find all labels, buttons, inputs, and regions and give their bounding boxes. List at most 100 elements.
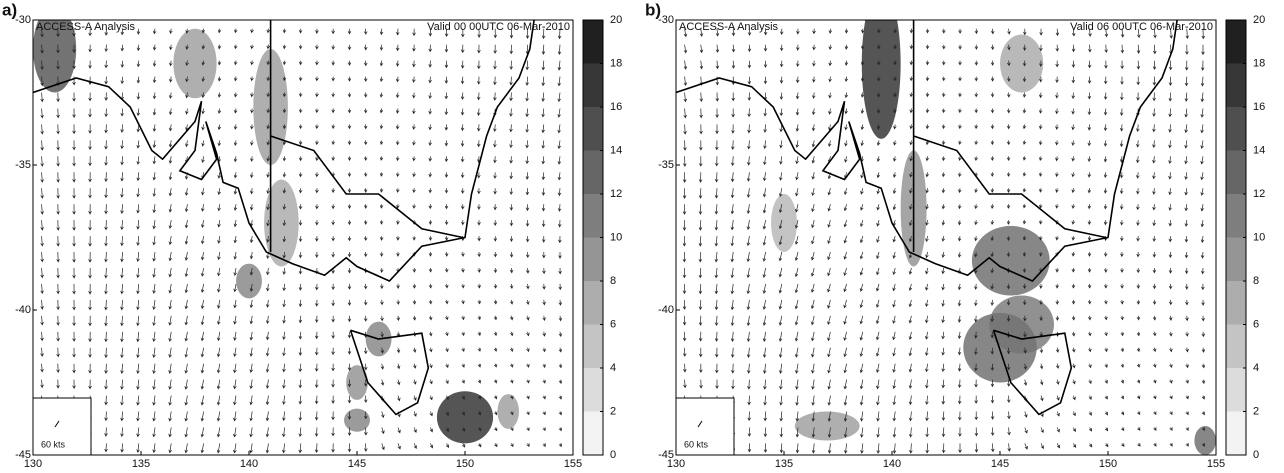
colorbar-band	[1226, 194, 1246, 238]
coastline	[913, 135, 1106, 239]
y-tick-label: -45	[658, 449, 674, 461]
y-tick-label: -40	[658, 304, 674, 316]
colorbar-tick-label: 0	[610, 449, 616, 461]
x-tick-label: 155	[564, 458, 582, 470]
colorbar-band	[1226, 20, 1246, 64]
colorbar-tick-label: 10	[1253, 231, 1265, 243]
x-tick-label: 135	[775, 458, 793, 470]
colorbar-tick-label: 14	[1253, 144, 1265, 156]
y-tick-label: -45	[15, 449, 31, 461]
x-tick-label: 130	[667, 458, 685, 470]
colorbar-band	[583, 281, 603, 325]
panel-label: a)	[2, 0, 17, 19]
rain-area	[497, 394, 519, 429]
map	[33, 20, 573, 455]
colorbar-tick-label: 14	[610, 144, 622, 156]
rain-area	[1194, 426, 1216, 455]
colorbar-tick-label: 20	[610, 14, 622, 26]
colorbar-tick-label: 8	[1253, 275, 1259, 287]
colorbar-tick-label: 8	[610, 275, 616, 287]
colorbar-band	[1226, 237, 1246, 281]
rain-area	[1000, 34, 1044, 93]
y-tick-label: -40	[15, 304, 31, 316]
rain-area	[861, 20, 901, 139]
rain-area	[236, 263, 262, 299]
scale-box	[32, 397, 92, 456]
colorbar-band	[583, 237, 603, 281]
colorbar-tick-label: 4	[1253, 362, 1259, 374]
colorbar-tick-label: 10	[610, 231, 622, 243]
map-bg	[676, 20, 1216, 455]
rain-area	[436, 391, 494, 444]
colorbar-band	[1226, 281, 1246, 325]
colorbar-band	[1226, 107, 1246, 151]
colorbar-band	[1226, 63, 1246, 107]
x-tick-label: 135	[132, 458, 150, 470]
rain-area	[771, 194, 797, 252]
colorbar-band	[583, 150, 603, 194]
x-tick-label: 150	[456, 458, 474, 470]
colorbar-band	[583, 63, 603, 107]
scale-arrow	[54, 420, 60, 428]
colorbar-band	[1226, 324, 1246, 368]
rain-area	[264, 179, 299, 267]
panel-title: ACCESS-A Analysis	[36, 21, 136, 33]
y-tick-label: -35	[658, 159, 674, 171]
y-tick-label: -30	[15, 14, 31, 26]
colorbar-tick-label: 2	[1253, 405, 1259, 417]
coastline	[992, 329, 1073, 416]
map-bg	[33, 20, 573, 455]
x-tick-label: 140	[240, 458, 258, 470]
colorbar-band	[1226, 150, 1246, 194]
map-frame	[32, 19, 574, 456]
colorbar-band	[583, 107, 603, 151]
colorbar-tick-label: 4	[610, 362, 616, 374]
map	[676, 20, 1216, 455]
rain-area	[344, 408, 370, 432]
rain-area	[346, 365, 368, 400]
x-tick-label: 140	[883, 458, 901, 470]
scale-label: 60 kts	[41, 439, 66, 449]
colorbar-tick-label: 16	[1253, 101, 1265, 113]
x-tick-label: 145	[991, 458, 1009, 470]
x-tick-label: 155	[1207, 458, 1225, 470]
x-tick-label: 145	[348, 458, 366, 470]
colorbar-tick-label: 6	[610, 318, 616, 330]
colorbar-tick-label: 12	[610, 188, 622, 200]
colorbar-tick-label: 16	[610, 101, 622, 113]
colorbar-band	[583, 324, 603, 368]
rain-area	[173, 28, 217, 99]
panel-title: ACCESS-A Analysis	[679, 21, 779, 33]
scale-arrow	[697, 420, 703, 428]
coastline	[676, 20, 1178, 282]
colorbar-tick-label: 18	[610, 57, 622, 69]
colorbar-tick-label: 0	[1253, 449, 1259, 461]
scale-label: 60 kts	[684, 439, 709, 449]
colorbar-tick-label: 20	[1253, 14, 1265, 26]
rain-area	[794, 411, 860, 441]
coastline	[33, 20, 535, 282]
colorbar-band	[583, 368, 603, 412]
colorbar-band	[583, 194, 603, 238]
valid-time: Valid 00 00UTC 06-Mar-2010	[427, 21, 570, 33]
map-frame	[675, 19, 1217, 456]
colorbar-band	[583, 20, 603, 64]
y-tick-label: -30	[658, 14, 674, 26]
colorbar-tick-label: 12	[1253, 188, 1265, 200]
y-tick-label: -35	[15, 159, 31, 171]
valid-time: Valid 06 00UTC 06-Mar-2010	[1070, 21, 1213, 33]
colorbar-band	[1226, 368, 1246, 412]
coastline	[270, 135, 463, 239]
panel-label: b)	[645, 0, 661, 19]
colorbar-band	[1226, 411, 1246, 455]
x-tick-label: 150	[1099, 458, 1117, 470]
coastline	[349, 329, 430, 416]
rain-area	[971, 225, 1050, 296]
colorbar-tick-label: 2	[610, 405, 616, 417]
colorbar-tick-label: 18	[1253, 57, 1265, 69]
x-tick-label: 130	[24, 458, 42, 470]
rain-area	[33, 20, 77, 93]
colorbar-band	[583, 411, 603, 455]
colorbar-tick-label: 6	[1253, 318, 1259, 330]
